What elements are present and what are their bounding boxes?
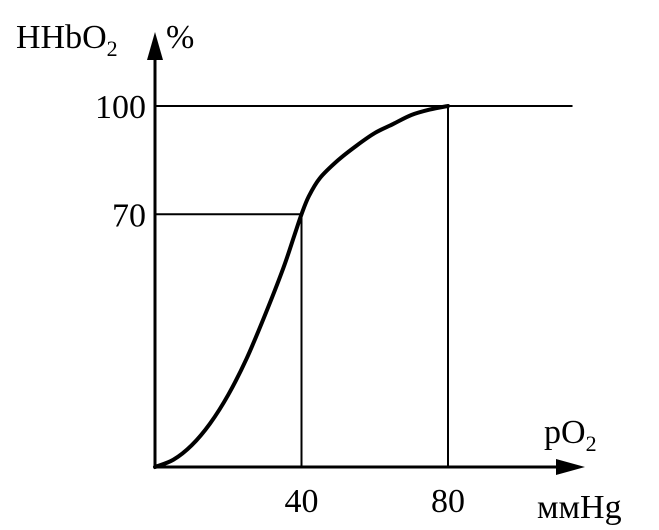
x-axis-title: pO2 [544,414,597,456]
reference-lines [155,105,573,467]
dissociation-curve-0 [153,104,450,469]
x-tick-label-40: 40 [285,483,319,520]
y-axis-unit: % [166,19,194,56]
y-axis-title: HHbO2 [16,19,118,61]
x-axis-unit: ммHg [537,489,622,526]
curve-layer [153,104,450,469]
tick-labels: 40 80 70 100 [95,89,465,520]
x-tick-label-80: 80 [431,483,465,520]
y-tick-label-70: 70 [112,197,146,234]
y-axis-arrow-icon [147,32,163,60]
axes [147,32,585,475]
x-axis-arrow-icon [556,459,585,475]
y-tick-label-100: 100 [95,89,146,126]
